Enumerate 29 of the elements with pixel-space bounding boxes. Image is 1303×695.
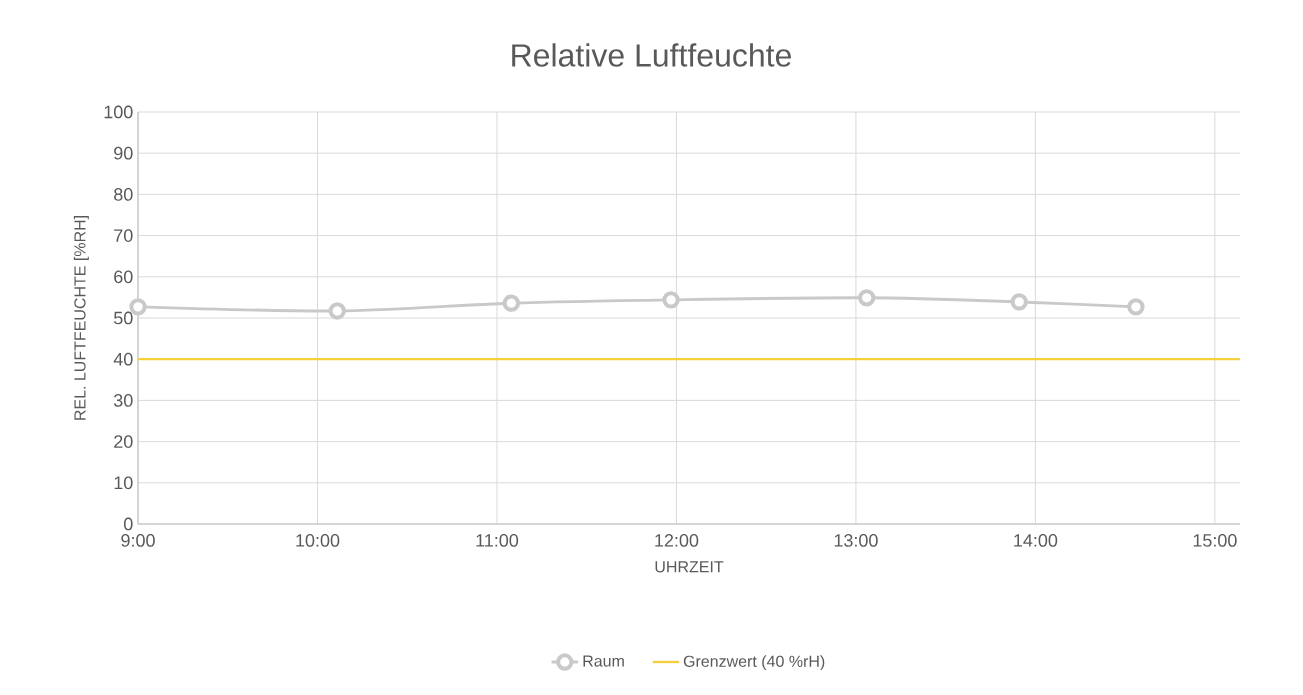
y-tick-label: 70 [114, 229, 133, 242]
y-tick-label: 100 [104, 105, 133, 119]
y-tick-label: 80 [114, 188, 133, 201]
x-tick-label: 12:00 [655, 534, 699, 547]
x-tick-label: 10:00 [296, 534, 340, 547]
y-tick-label: 50 [113, 311, 133, 325]
point [1127, 298, 1145, 316]
x-tick-label: 14:00 [1014, 534, 1058, 547]
y-tick-label: 20 [114, 435, 133, 448]
legend-label: Grenzwert (40 %rH) [683, 655, 825, 671]
y-tick-label: 90 [114, 146, 133, 160]
y-tick-label: 0 [124, 517, 133, 531]
point [502, 294, 520, 312]
y-tick-label: 40 [113, 352, 133, 366]
x-tick-label: 11:00 [476, 534, 519, 547]
x-tick-label: 15:00 [1193, 534, 1237, 547]
y-tick-label: 60 [114, 270, 133, 284]
point [858, 289, 876, 307]
x-tick-label: 13:00 [834, 534, 878, 547]
x-tick-label: 9:00 [121, 534, 155, 547]
point [662, 291, 680, 309]
legend-label: Raum [583, 655, 624, 667]
y-axis-title: REL. LUFTFEUCHTE [%RH] [73, 216, 89, 420]
y-tick-label: 30 [113, 394, 133, 407]
chart-title: Relative Luftfeuchte [512, 43, 791, 67]
x-axis-title: UHRZEIT [655, 561, 724, 573]
point [1010, 293, 1028, 311]
point [328, 302, 346, 320]
y-tick-label: 10 [114, 476, 133, 490]
